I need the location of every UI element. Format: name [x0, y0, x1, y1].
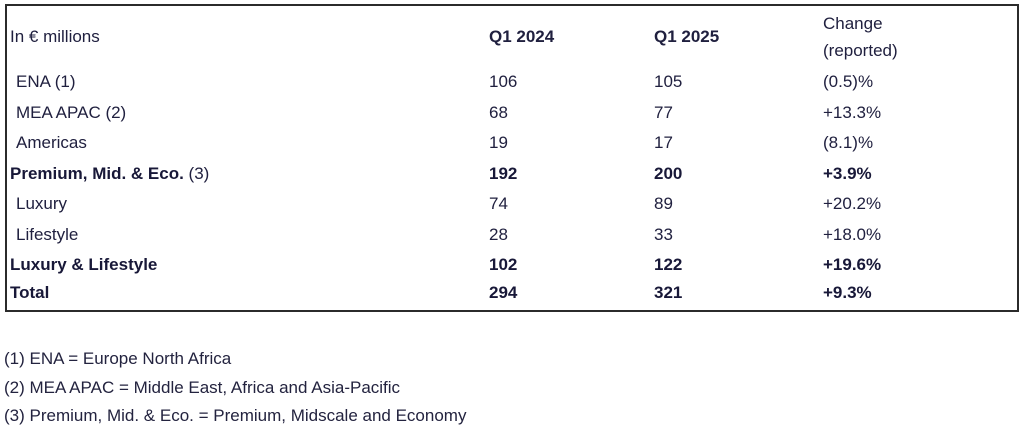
- footnote-ref: (2): [100, 102, 127, 122]
- table-row-americas: Americas 19 17 (8.1)%: [6, 128, 1018, 159]
- cell-q1-2025: 105: [654, 72, 683, 92]
- segment-name: Americas: [16, 133, 87, 153]
- cell-q1-2024: 102: [489, 255, 518, 275]
- cell-change: +3.9%: [823, 163, 872, 183]
- column-header-change: Change (reported): [823, 5, 1018, 67]
- row-label: Premium, Mid. & Eco. (3): [6, 159, 489, 190]
- column-header-change-line2: (reported): [823, 40, 898, 60]
- footnote-2: (2) MEA APAC = Middle East, Africa and A…: [4, 377, 401, 397]
- row-label: Total: [6, 281, 489, 312]
- column-header-q1-2024: Q1 2024: [489, 26, 555, 46]
- cell-change: +18.0%: [823, 224, 882, 244]
- row-label: ENA (1): [6, 67, 489, 98]
- row-label: Lifestyle: [6, 220, 489, 251]
- table-body: ENA (1) 106 105 (0.5)% MEA APAC (2) 68 7…: [6, 67, 1018, 311]
- cell-change: +19.6%: [823, 255, 882, 275]
- cell-change: (0.5)%: [823, 72, 874, 92]
- cell-q1-2025: 321: [654, 283, 683, 303]
- footnote-1: (1) ENA = Europe North Africa: [4, 349, 232, 368]
- table-row-ena: ENA (1) 106 105 (0.5)%: [6, 67, 1018, 98]
- cell-change: +13.3%: [823, 102, 882, 122]
- cell-q1-2024: 294: [489, 283, 518, 303]
- cell-q1-2025: 122: [654, 255, 683, 275]
- table-row-mea-apac: MEA APAC (2) 68 77 +13.3%: [6, 98, 1018, 129]
- cell-q1-2024: 74: [489, 194, 508, 214]
- cell-q1-2024: 28: [489, 224, 508, 244]
- cell-q1-2024: 19: [489, 133, 508, 153]
- cell-q1-2024: 106: [489, 72, 518, 92]
- segment-name: Luxury: [16, 194, 68, 214]
- unit-label: In € millions: [10, 26, 100, 46]
- table-row-lifestyle: Lifestyle 28 33 +18.0%: [6, 220, 1018, 251]
- row-label: Luxury: [6, 189, 489, 220]
- cell-q1-2025: 200: [654, 163, 683, 183]
- segment-name: ENA: [16, 72, 51, 92]
- column-header-q1-2025: Q1 2025: [654, 26, 720, 46]
- cell-change: (8.1)%: [823, 133, 874, 153]
- cell-change: +9.3%: [823, 283, 872, 303]
- cell-q1-2025: 17: [654, 133, 673, 153]
- cell-q1-2024: 68: [489, 102, 508, 122]
- segment-name: Premium, Mid. & Eco.: [10, 163, 184, 183]
- cell-change: +20.2%: [823, 194, 882, 214]
- footnote-ref: (3): [183, 163, 210, 183]
- footnote-ref: (1): [50, 72, 76, 92]
- table-row-premium-mid-eco: Premium, Mid. & Eco. (3) 192 200 +3.9%: [6, 159, 1018, 190]
- cell-q1-2025: 89: [654, 194, 673, 214]
- header-row: In € millions Q1 2024 Q1 2025 Change (re…: [6, 5, 1018, 67]
- table-row-luxury-lifestyle: Luxury & Lifestyle 102 122 +19.6%: [6, 250, 1018, 281]
- segment-name: Lifestyle: [16, 224, 79, 244]
- row-label: MEA APAC (2): [6, 98, 489, 129]
- footnotes: (1) ENA = Europe North Africa (2) MEA AP…: [4, 345, 466, 427]
- table-row-luxury: Luxury 74 89 +20.2%: [6, 189, 1018, 220]
- row-label: Americas: [6, 128, 489, 159]
- revenue-table: In € millions Q1 2024 Q1 2025 Change (re…: [5, 4, 1019, 312]
- cell-q1-2024: 192: [489, 163, 518, 183]
- table-header: In € millions Q1 2024 Q1 2025 Change (re…: [6, 5, 1018, 67]
- cell-q1-2025: 77: [654, 102, 673, 122]
- footnote-3: (3) Premium, Mid. & Eco. = Premium, Mids…: [4, 406, 467, 425]
- cell-q1-2025: 33: [654, 224, 673, 244]
- segment-name: MEA APAC: [16, 102, 101, 122]
- segment-name: Total: [10, 283, 50, 303]
- segment-name: Luxury & Lifestyle: [10, 255, 158, 275]
- row-label: Luxury & Lifestyle: [6, 250, 489, 281]
- table-row-total: Total 294 321 +9.3%: [6, 281, 1018, 312]
- column-header-change-line1: Change: [823, 13, 883, 33]
